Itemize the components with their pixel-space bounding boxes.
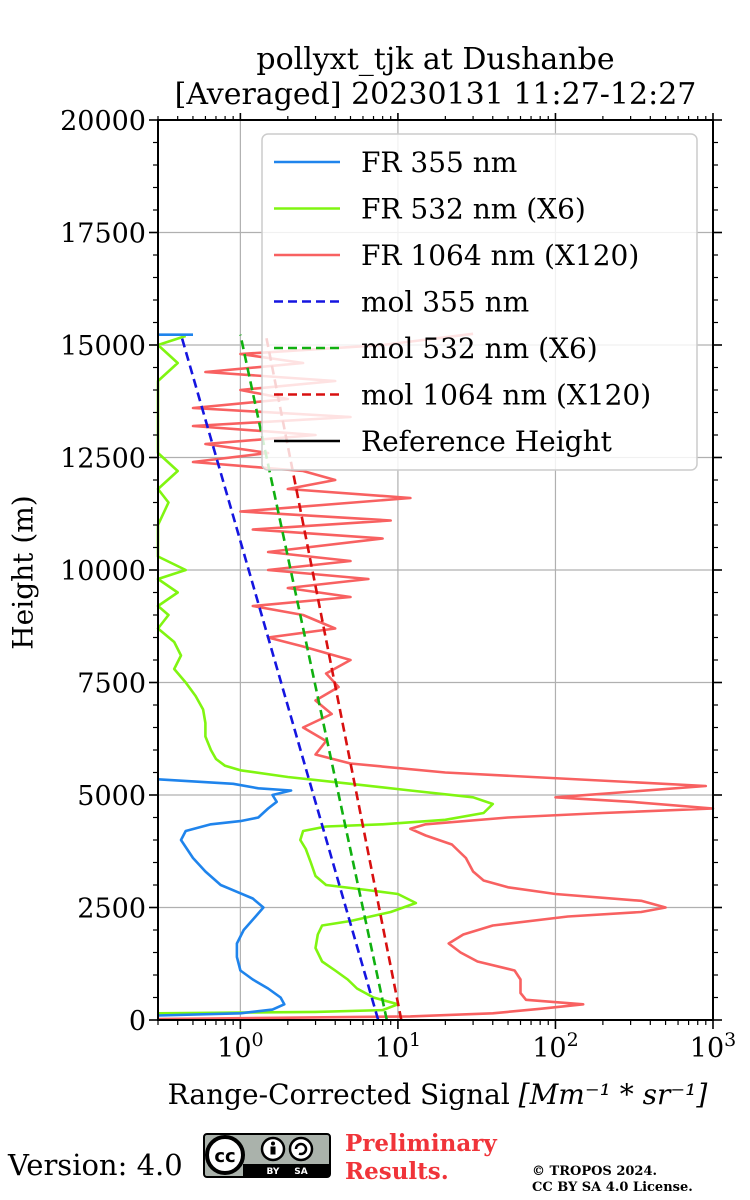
y-tick-label: 20000 xyxy=(60,106,146,137)
x-tick-label: 102 xyxy=(532,1029,578,1064)
legend-label: mol 532 nm (X6) xyxy=(361,332,598,365)
copyright-note: © TROPOS 2024. CC BY SA 4.0 License. xyxy=(532,1164,693,1196)
cc-badge-sa-text: SA xyxy=(294,1167,307,1177)
chart-legend: FR 355 nm FR 532 nm (X6) FR 1064 nm (X120)… xyxy=(261,133,698,471)
x-axis-label-main: Range-Corrected Signal xyxy=(167,1078,519,1111)
x-tick-label: 101 xyxy=(375,1029,421,1064)
cc-license-badge: cc BY SA xyxy=(203,1133,331,1178)
legend-label: FR 1064 nm (X120) xyxy=(361,239,639,272)
preliminary-line1: Preliminary xyxy=(345,1130,497,1157)
cc-badge-by-text: BY xyxy=(267,1167,280,1177)
version-label: Version: 4.0 xyxy=(8,1148,183,1182)
chart-title-line1: pollyxt_tjk at Dushanbe xyxy=(256,42,615,77)
y-tick-label: 10000 xyxy=(60,556,146,587)
share-alike-icon xyxy=(288,1136,314,1162)
y-tick-label: 2500 xyxy=(77,894,146,925)
y-axis-label: Height (m) xyxy=(6,495,40,650)
series-line-fr-532-nm-x6 xyxy=(156,334,495,1015)
series-line-mol-532-nm-x6 xyxy=(239,334,389,1021)
copyright-line2: CC BY SA 4.0 License. xyxy=(532,1180,693,1195)
legend-label: Reference Height xyxy=(361,425,613,458)
y-tick-label: 17500 xyxy=(60,219,146,250)
legend-frame xyxy=(261,133,698,471)
y-tick-label: 0 xyxy=(129,1006,146,1037)
preliminary-line2: Results. xyxy=(345,1158,449,1185)
y-tick-label: 12500 xyxy=(60,444,146,475)
y-tick-label: 15000 xyxy=(60,331,146,362)
preliminary-results-note: Preliminary Results. xyxy=(345,1130,497,1186)
x-axis-label: Range-Corrected Signal [Mm⁻¹ * sr⁻¹] xyxy=(125,1078,750,1111)
x-tick-label: 100 xyxy=(217,1029,263,1064)
x-axis-label-unit: [Mm⁻¹ * sr⁻¹] xyxy=(518,1078,708,1111)
legend-label: FR 355 nm xyxy=(361,146,517,179)
series-layer xyxy=(156,332,715,1021)
cc-badge-cc-text: cc xyxy=(214,1146,235,1167)
series-line-fr-355-nm xyxy=(157,778,293,1017)
legend-label: FR 532 nm (X6) xyxy=(361,193,586,226)
y-tick-label: 5000 xyxy=(77,781,146,812)
copyright-line1: © TROPOS 2024. xyxy=(532,1164,658,1179)
y-tick-label: 7500 xyxy=(77,669,146,700)
series-line-fr-1064-nm-x120 xyxy=(157,332,715,1021)
chart-title-line2: [Averaged] 20230131 11:27-12:27 xyxy=(174,77,697,112)
series-line-mol-355-nm xyxy=(179,334,380,1021)
legend-label: mol 355 nm xyxy=(361,286,529,319)
legend-label: mol 1064 nm (X120) xyxy=(361,379,651,412)
x-tick-label: 103 xyxy=(690,1029,736,1064)
